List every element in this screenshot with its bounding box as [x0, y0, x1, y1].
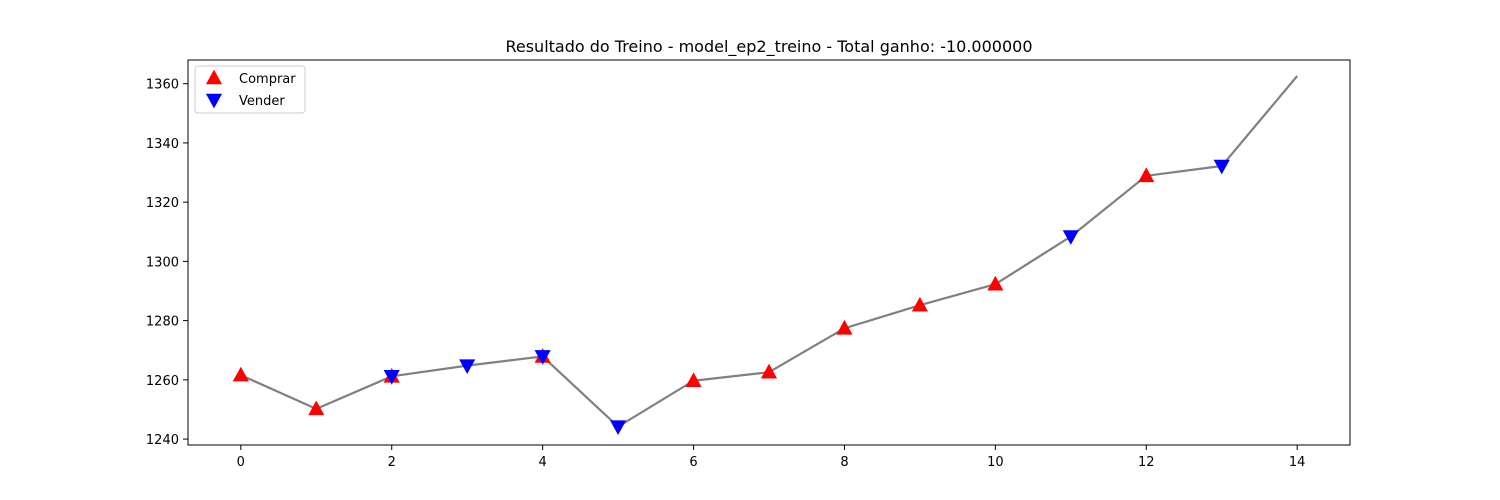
- buy-marker: [232, 366, 249, 382]
- x-tick-label: 0: [237, 455, 245, 470]
- buy-marker: [1138, 167, 1155, 183]
- chart-title: Resultado do Treino - model_ep2_treino -…: [505, 37, 1032, 57]
- legend-sell-icon: [205, 93, 223, 109]
- buy-marker: [685, 372, 702, 388]
- legend-box: [194, 65, 306, 114]
- buy-marker: [987, 275, 1004, 291]
- x-tick-label: 4: [538, 455, 546, 470]
- legend-label: Vender: [239, 94, 285, 109]
- x-tick-label: 2: [388, 455, 396, 470]
- buy-marker: [308, 400, 325, 416]
- x-tick-label: 6: [689, 455, 697, 470]
- x-tick-label: 10: [987, 455, 1004, 470]
- y-tick-label: 1240: [146, 433, 179, 448]
- x-tick-label: 14: [1289, 455, 1306, 470]
- y-tick-label: 1360: [146, 78, 179, 93]
- buy-marker: [836, 319, 853, 335]
- sell-marker: [534, 350, 551, 365]
- legend-label: Comprar: [239, 72, 296, 87]
- x-tick-label: 8: [840, 455, 848, 470]
- sell-marker: [383, 369, 400, 385]
- plot-frame: [187, 59, 1351, 446]
- y-tick-label: 1280: [146, 315, 179, 330]
- legend-buy-icon: [205, 69, 223, 85]
- x-tick-label: 12: [1138, 455, 1155, 470]
- legend: Comprar Vender: [194, 65, 306, 114]
- y-tick-label: 1320: [146, 196, 179, 211]
- buy-marker: [760, 363, 778, 379]
- y-tick-label: 1300: [146, 255, 179, 270]
- sell-marker: [610, 420, 627, 436]
- buy-marker: [911, 296, 928, 312]
- markers: [232, 159, 1230, 436]
- sell-marker: [1213, 159, 1230, 175]
- y-tick-label: 1340: [146, 137, 179, 152]
- y-tick-label: 1260: [146, 374, 179, 389]
- axes: 0 2 4 6 8 10 12 14 1240 1260 1280 1300 1320 1340 1360: [146, 78, 1306, 470]
- sell-marker: [459, 359, 476, 375]
- sell-marker: [1062, 230, 1079, 245]
- plot-area: [188, 60, 1350, 445]
